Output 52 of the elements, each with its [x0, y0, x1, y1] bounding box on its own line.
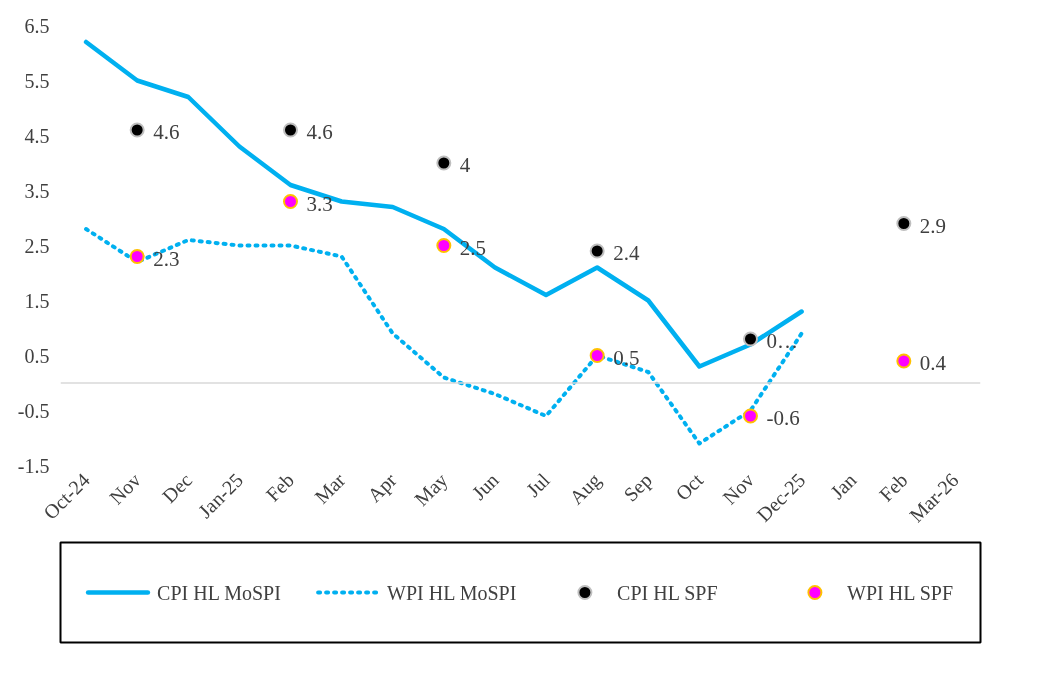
data-label: 4.6 [153, 120, 180, 144]
point [589, 243, 605, 259]
data-label: 3.3 [306, 191, 333, 216]
x-tick-label: Feb [874, 468, 912, 506]
x-tick-label: Feb [261, 468, 299, 506]
x-tick-label: Jun [467, 468, 503, 504]
point [743, 331, 758, 347]
x-tick-label: May [410, 468, 453, 511]
x-tick-label: Oct [671, 468, 708, 505]
data-label: 2.3 [153, 246, 180, 271]
data-label: 4 [459, 153, 471, 177]
line-series [84, 227, 804, 446]
line-series [83, 39, 804, 369]
point [283, 194, 298, 209]
point [436, 238, 452, 253]
data-label: 2.4 [613, 241, 640, 265]
point [436, 155, 452, 171]
legend-label: CPI HL MoSPI [157, 581, 281, 604]
x-tick-label: Jul [521, 468, 555, 501]
x-tick-label: Apr [362, 468, 402, 507]
point [129, 249, 145, 264]
point [743, 408, 758, 424]
x-tick-label: Jan [826, 468, 861, 504]
y-tick-label: 3.5 [24, 179, 50, 202]
data-label: 0.5 [613, 345, 640, 370]
data-label: 0.4 [919, 351, 947, 375]
point [283, 122, 298, 138]
point [129, 122, 145, 138]
x-tick-label: Nov [105, 468, 145, 509]
legend-label: WPI HL MoSPI [387, 581, 517, 604]
data-label: 2.9 [919, 213, 947, 238]
data-label: 0… [766, 329, 798, 353]
x-tick-label: Mar [310, 468, 350, 508]
point [896, 216, 912, 231]
legend-label: CPI HL SPF [617, 581, 718, 604]
x-tick-label: Aug [565, 468, 606, 510]
y-tick-label: 1.5 [24, 289, 50, 312]
y-tick-label: 2.5 [24, 234, 50, 257]
y-tick-label: 4.5 [24, 124, 50, 147]
y-tick-label: 0.5 [24, 344, 50, 367]
y-tick-label: 6.5 [24, 14, 50, 37]
x-tick-label: Dec [157, 468, 197, 508]
data-label: 4.6 [306, 120, 333, 144]
y-tick-label: -0.5 [17, 399, 50, 422]
point [589, 348, 605, 363]
data-label: -0.6 [766, 406, 800, 430]
x-tick-label: Nov [718, 468, 759, 509]
y-tick-label: -1.5 [17, 454, 50, 477]
y-tick-label: 5.5 [24, 69, 50, 92]
legend-label: WPI HL SPF [847, 581, 954, 604]
x-tick-label: Sep [619, 468, 657, 507]
point [896, 353, 912, 369]
